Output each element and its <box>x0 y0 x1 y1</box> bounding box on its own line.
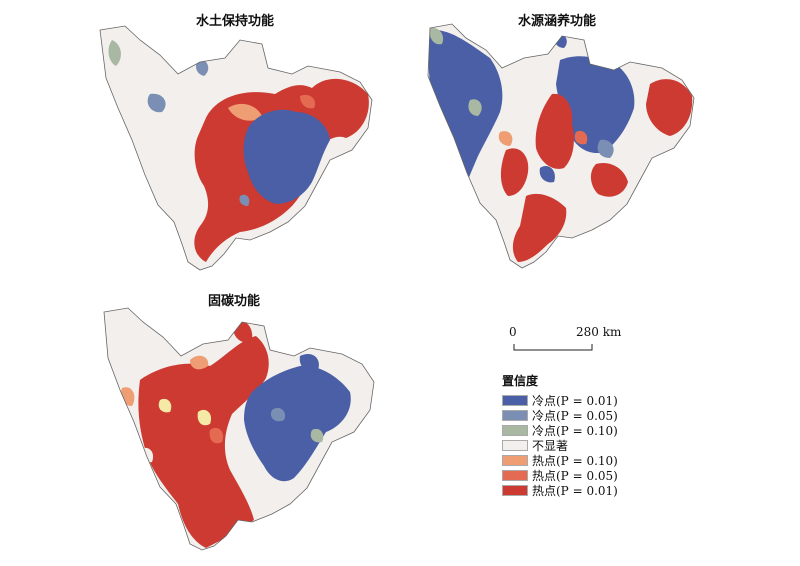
legend-swatch <box>502 485 528 496</box>
cold-spot-0.10 <box>133 169 145 186</box>
hot-spot-0.01 <box>590 162 628 197</box>
cold-spot-0.10 <box>429 27 444 45</box>
hot-spot-0.01 <box>646 79 693 136</box>
scale-bar-line <box>513 344 593 351</box>
map-soil-conservation <box>99 25 373 271</box>
cold-spot-0.01 <box>243 109 330 204</box>
legend-swatch <box>502 395 528 406</box>
hot-spot-0.05 <box>209 427 224 444</box>
legend-swatch <box>502 470 528 481</box>
legend-label: 冷点(P = 0.05) <box>532 409 618 423</box>
legend-swatch <box>502 440 528 451</box>
legend-swatch <box>502 425 528 436</box>
legend-item: 热点(P = 0.01) <box>502 483 618 498</box>
cold-spot-0.05 <box>597 139 614 158</box>
province-boundary <box>103 307 375 551</box>
legend-item: 热点(P = 0.10) <box>502 453 618 468</box>
legend-label: 热点(P = 0.05) <box>532 469 618 483</box>
scale-end-label: 280 km <box>576 325 622 339</box>
legend-item: 冷点(P = 0.01) <box>502 393 618 408</box>
province-boundary <box>427 23 695 269</box>
hot-spot-0.10 <box>228 103 262 121</box>
hot-spot-0.05 <box>300 94 316 109</box>
hot-spot-0.05 <box>574 130 588 145</box>
map-title-water: 水源涵养功能 <box>518 14 597 29</box>
cold-spot-0.10 <box>468 99 482 116</box>
legend-label: 冷点(P = 0.10) <box>532 424 618 438</box>
map-title-carbon: 固碳功能 <box>208 294 261 309</box>
legend-item: 冷点(P = 0.10) <box>502 423 618 438</box>
cold-spot-0.01 <box>428 29 503 196</box>
hot-spot-0.10 <box>498 131 513 146</box>
legend-label: 冷点(P = 0.01) <box>532 394 618 408</box>
legend-label: 热点(P = 0.01) <box>532 484 618 498</box>
legend-label: 不显著 <box>532 439 569 453</box>
map-carbon-sequestration <box>103 307 375 551</box>
province-boundary <box>99 25 373 271</box>
hot-spot-0.01 <box>138 336 269 548</box>
cold-spot-0.10 <box>108 40 121 66</box>
hot-spot-0.10 <box>190 355 209 370</box>
hot-spot-0.01 <box>500 148 529 196</box>
legend-swatch <box>502 455 528 466</box>
legend-item: 不显著 <box>502 438 618 453</box>
cold-spot-0.10 <box>310 428 324 443</box>
cold-spot-0.05 <box>270 407 286 422</box>
legend-title: 置信度 <box>502 374 539 388</box>
map-water-conservation <box>427 23 695 269</box>
legend: 置信度 冷点(P = 0.01) 冷点(P = 0.05) 冷点(P = 0.1… <box>502 372 618 498</box>
cold-spot-0.05 <box>239 194 250 206</box>
cold-spot-0.01 <box>539 165 555 183</box>
cold-spot-0.05 <box>147 93 166 113</box>
yellow-patch <box>197 409 212 426</box>
legend-label: 热点(P = 0.10) <box>532 454 618 468</box>
cold-spot-0.05 <box>196 59 209 76</box>
legend-swatch <box>502 410 528 421</box>
hot-spot-0.01 <box>535 93 574 169</box>
cold-spot-0.01 <box>556 56 635 154</box>
scale-start-label: 0 <box>509 325 517 339</box>
legend-item: 冷点(P = 0.05) <box>502 408 618 423</box>
map-title-soil: 水土保持功能 <box>196 14 275 29</box>
hot-spot-0.01 <box>512 193 567 262</box>
legend-item: 热点(P = 0.05) <box>502 468 618 483</box>
cold-spot-0.01 <box>299 353 319 372</box>
scale-bar <box>513 344 593 351</box>
yellow-patch <box>158 398 172 413</box>
cold-spot-0.01 <box>244 365 351 482</box>
